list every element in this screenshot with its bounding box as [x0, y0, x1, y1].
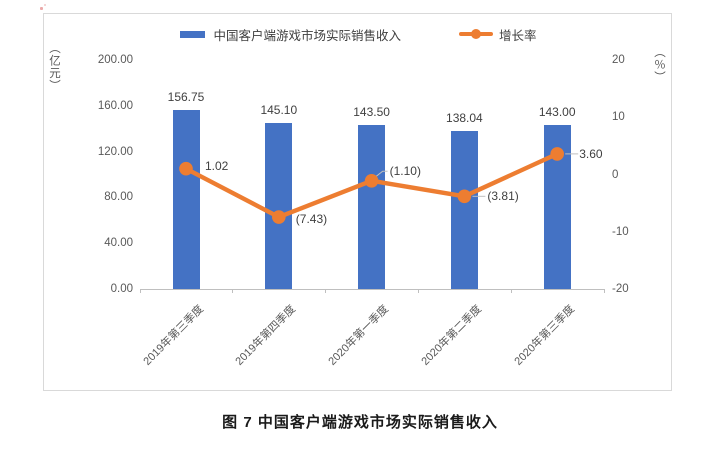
bar-value-label: 143.00 [538, 105, 576, 120]
line-value-label: 1.02 [205, 158, 229, 173]
left-axis-tick-label: 80.00 [104, 191, 133, 204]
bar-value-label: 145.10 [260, 102, 298, 117]
x-axis-tick-mark [232, 289, 234, 293]
x-axis-tick-mark [603, 289, 605, 293]
stray-red-mark [44, 4, 46, 6]
right-axis-tick-label: -10 [612, 225, 629, 238]
bar-2019年第四季度 [265, 122, 293, 289]
stray-red-mark [40, 7, 43, 10]
line-value-label: 3.60 [579, 146, 603, 161]
line-series-swatch-icon [459, 29, 493, 39]
x-axis-tick-mark [325, 289, 327, 293]
bar-series-swatch-icon [180, 30, 206, 38]
legend-bar-label: 中国客户端游戏市场实际销售收入 [213, 28, 401, 43]
left-axis-title: （亿元） [48, 42, 60, 92]
x-axis-tick-mark [510, 289, 512, 293]
bar-2020年第一季度 [358, 124, 386, 289]
x-axis-line [139, 289, 604, 290]
legend-item-line-series: 增长率 [459, 25, 537, 44]
line-value-label: (3.81) [487, 189, 519, 204]
left-axis-tick-label: 40.00 [104, 237, 133, 250]
right-axis-tick-label: 10 [612, 111, 625, 124]
bar-value-label: 143.50 [353, 104, 390, 119]
bar-2019年第三季度 [172, 109, 200, 289]
left-axis-tick-label: 120.00 [97, 145, 133, 158]
right-axis-title: （％） [653, 46, 665, 84]
legend-line-label: 增长率 [499, 28, 537, 43]
left-axis-tick-label: 160.00 [97, 99, 133, 112]
bar-value-label: 138.04 [446, 110, 483, 125]
right-axis-tick-label: -20 [612, 283, 629, 295]
line-value-label: (7.43) [295, 212, 328, 227]
left-axis-tick-label: 0.00 [110, 283, 133, 295]
legend: 中国客户端游戏市场实际销售收入 增长率 [43, 25, 674, 43]
x-axis-tick-mark [139, 289, 141, 293]
left-axis-tick-label: 200.00 [97, 54, 133, 66]
bar-2020年第三季度 [543, 125, 571, 289]
legend-item-bar-series: 中国客户端游戏市场实际销售收入 [180, 25, 401, 44]
bar-value-label: 156.75 [167, 89, 205, 104]
right-axis-tick-label: 20 [612, 54, 625, 66]
line-value-label: (1.10) [389, 164, 421, 179]
bar-2020年第二季度 [450, 130, 478, 289]
x-axis-tick-mark [418, 289, 419, 293]
right-axis-tick-label: 0 [612, 168, 619, 181]
figure-caption: 图 7 中国客户端游戏市场实际销售收入 [222, 414, 498, 431]
